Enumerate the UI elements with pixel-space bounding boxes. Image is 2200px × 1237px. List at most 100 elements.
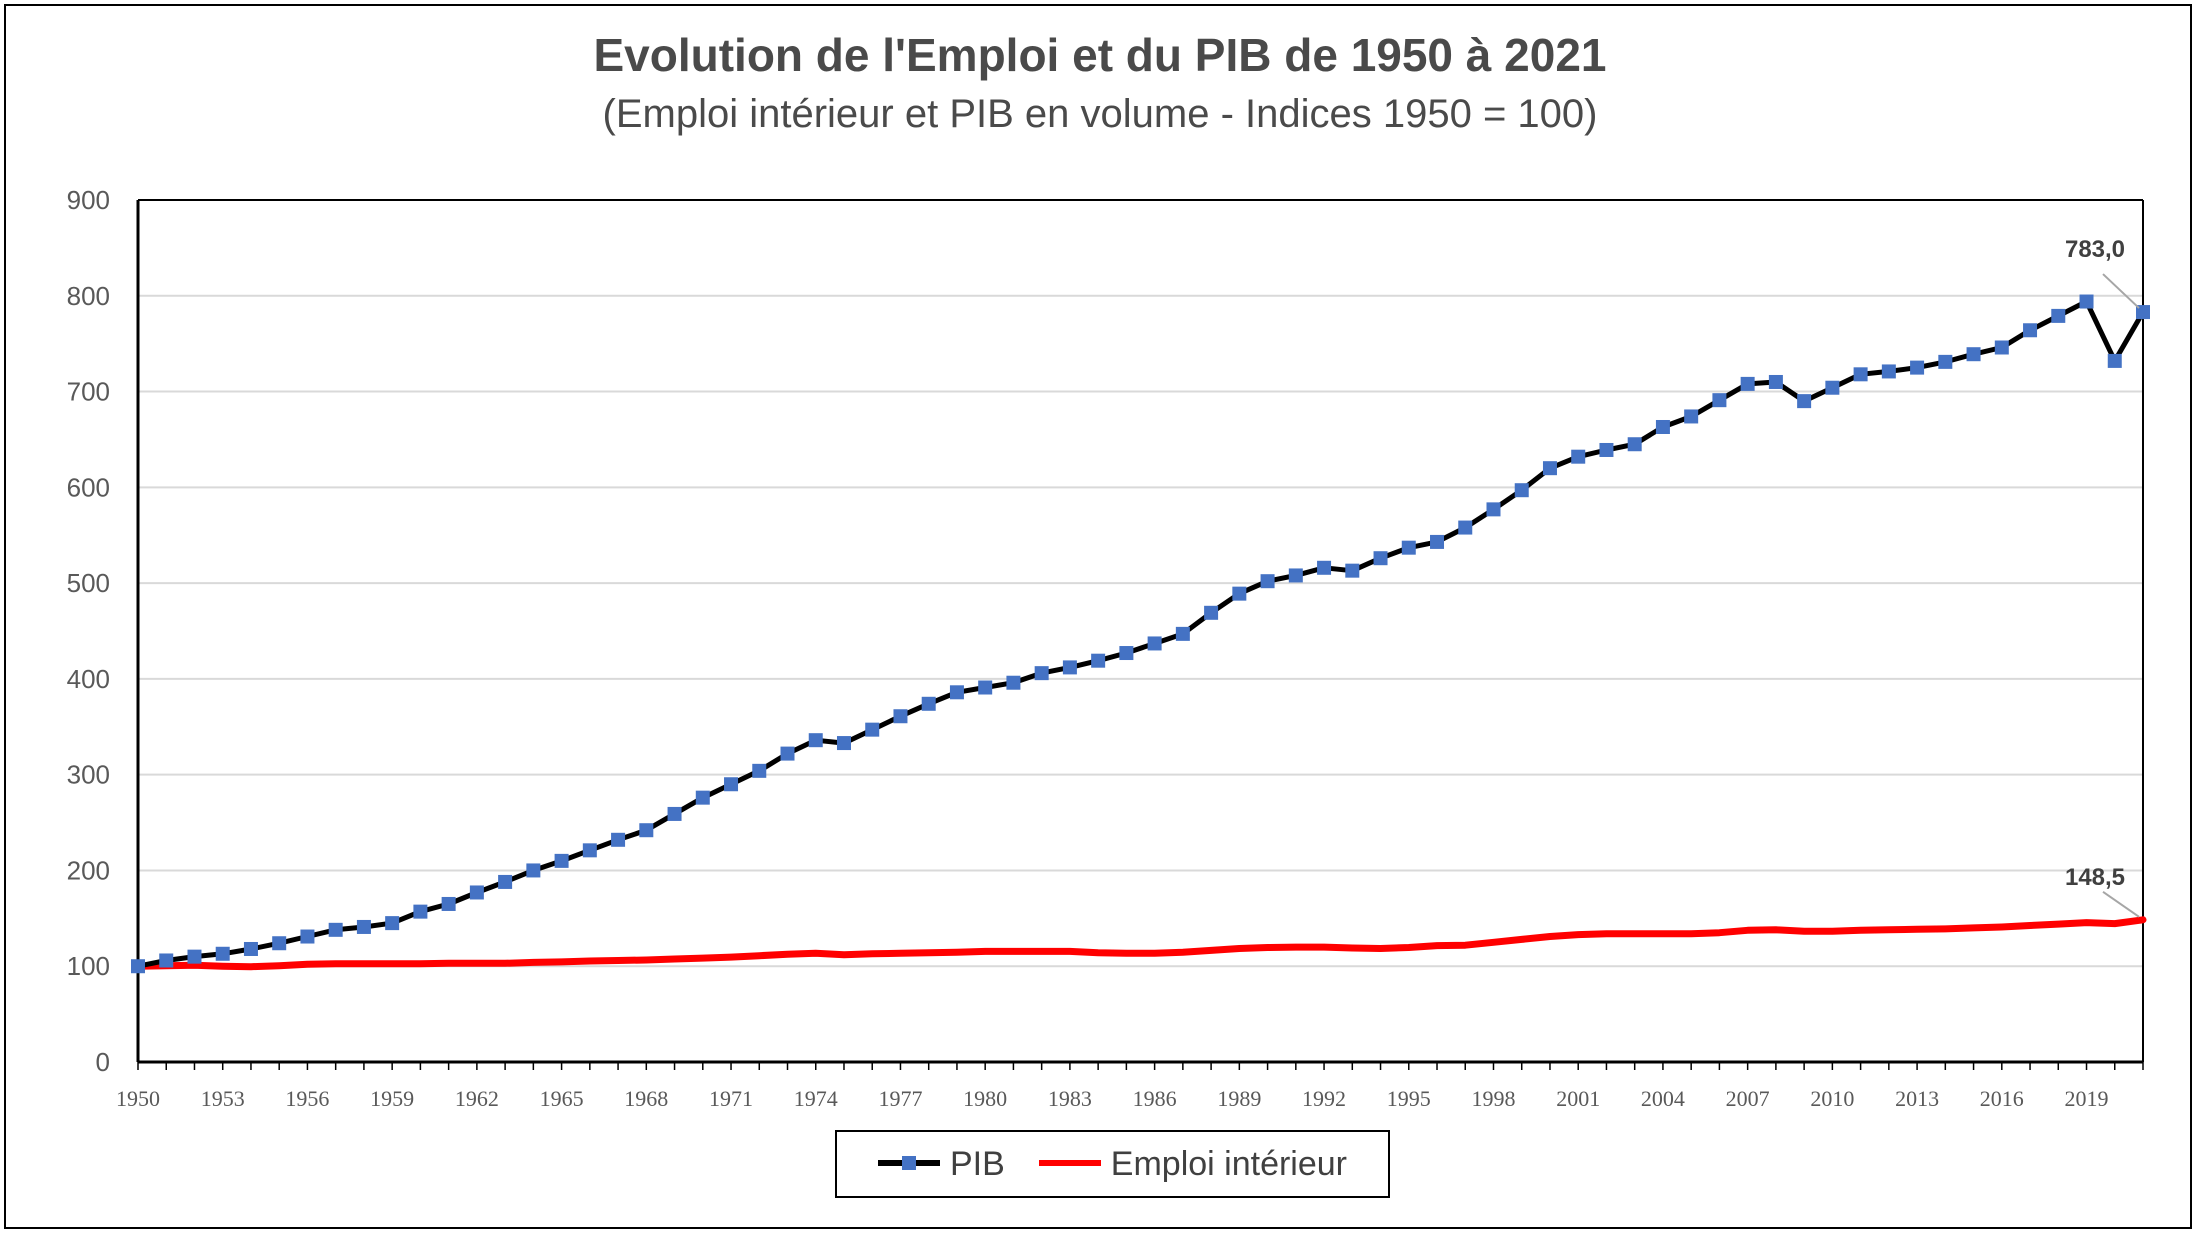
y-tick-label: 800 bbox=[67, 281, 110, 311]
data-point-pib bbox=[1119, 646, 1134, 661]
data-point-pib bbox=[1204, 605, 1219, 620]
data-point-pib bbox=[469, 885, 484, 900]
y-tick-label: 600 bbox=[67, 472, 110, 502]
x-tick-label: 1974 bbox=[794, 1086, 838, 1111]
x-tick-label: 1950 bbox=[116, 1086, 160, 1111]
x-tick-label: 1965 bbox=[540, 1086, 584, 1111]
leader-line-emploi bbox=[2102, 890, 2140, 918]
data-point-pib bbox=[1994, 340, 2009, 355]
legend-label-emploi: Emploi intérieur bbox=[1110, 1144, 1348, 1183]
x-tick-label: 2007 bbox=[1726, 1086, 1770, 1111]
data-label-emploi: 148,5 bbox=[2065, 864, 2125, 891]
data-point-pib bbox=[1401, 540, 1416, 555]
data-point-pib bbox=[385, 916, 400, 931]
y-tick-label: 200 bbox=[67, 855, 110, 885]
data-point-pib bbox=[667, 806, 682, 821]
data-label-pib: 783,0 bbox=[2065, 236, 2125, 263]
data-point-pib bbox=[1910, 360, 1925, 375]
legend: PIB Emploi intérieur bbox=[835, 1130, 1390, 1198]
data-point-pib bbox=[695, 790, 710, 805]
data-point-pib bbox=[865, 722, 880, 737]
data-point-pib bbox=[582, 843, 597, 858]
legend-label-pib: PIB bbox=[949, 1144, 1005, 1183]
data-point-pib bbox=[413, 904, 428, 919]
x-tick-label: 2016 bbox=[1980, 1086, 2024, 1111]
legend-item-emploi: Emploi intérieur bbox=[1038, 1144, 1348, 1184]
data-point-pib bbox=[808, 733, 823, 748]
data-point-pib bbox=[498, 874, 513, 889]
data-point-pib bbox=[1514, 483, 1529, 498]
data-point-pib bbox=[1853, 367, 1868, 382]
data-point-pib bbox=[1458, 520, 1473, 535]
x-tick-label: 1983 bbox=[1048, 1086, 1092, 1111]
x-tick-label: 1986 bbox=[1133, 1086, 1177, 1111]
y-tick-label: 300 bbox=[67, 760, 110, 790]
data-point-pib bbox=[2136, 305, 2150, 320]
data-point-pib bbox=[1175, 626, 1190, 641]
data-point-pib bbox=[131, 959, 145, 974]
data-point-pib bbox=[1147, 636, 1162, 651]
x-tick-label: 1962 bbox=[455, 1086, 499, 1111]
data-point-pib bbox=[2023, 323, 2038, 338]
x-tick-label: 1980 bbox=[963, 1086, 1007, 1111]
x-tick-label: 1992 bbox=[1302, 1086, 1346, 1111]
series-line-pib bbox=[137, 299, 2146, 969]
data-point-pib bbox=[893, 709, 908, 724]
data-point-pib bbox=[1542, 461, 1557, 476]
data-point-pib bbox=[1006, 675, 1021, 690]
x-tick-label: 1968 bbox=[624, 1086, 668, 1111]
data-point-pib bbox=[1373, 551, 1388, 566]
chart-title: Evolution de l'Emploi et du PIB de 1950 … bbox=[593, 29, 1607, 81]
y-tick-label: 900 bbox=[67, 185, 110, 215]
data-point-pib bbox=[611, 832, 626, 847]
data-point-pib bbox=[1825, 380, 1840, 395]
data-point-pib bbox=[1655, 419, 1670, 434]
y-tick-label: 100 bbox=[67, 951, 110, 981]
data-point-pib bbox=[921, 696, 936, 711]
data-point-pib bbox=[978, 680, 993, 695]
y-tick-label: 700 bbox=[67, 377, 110, 407]
x-tick-label: 2013 bbox=[1895, 1086, 1939, 1111]
x-tick-label: 1977 bbox=[878, 1086, 922, 1111]
data-point-pib bbox=[1486, 502, 1501, 517]
chart-subtitle: (Emploi intérieur et PIB en volume - Ind… bbox=[602, 92, 1598, 136]
data-point-pib bbox=[1938, 354, 1953, 369]
data-point-pib bbox=[1797, 394, 1812, 409]
data-point-pib bbox=[2079, 294, 2094, 309]
x-tick-label: 1971 bbox=[709, 1086, 753, 1111]
data-point-pib bbox=[1599, 442, 1614, 457]
x-tick-label: 1953 bbox=[201, 1086, 245, 1111]
data-point-pib bbox=[1034, 666, 1049, 681]
data-point-pib bbox=[1712, 393, 1727, 408]
data-point-pib bbox=[639, 823, 654, 838]
data-point-pib bbox=[1345, 563, 1360, 578]
x-tick-label: 1995 bbox=[1387, 1086, 1431, 1111]
data-point-pib bbox=[1091, 653, 1106, 668]
x-tick-label: 2001 bbox=[1556, 1086, 1600, 1111]
legend-item-pib: PIB bbox=[877, 1144, 1005, 1184]
data-point-pib bbox=[2051, 308, 2066, 323]
legend-swatch-pib bbox=[877, 1144, 940, 1184]
data-point-pib bbox=[554, 853, 569, 868]
data-point-pib bbox=[1260, 574, 1275, 589]
data-point-pib bbox=[1288, 568, 1303, 583]
data-point-pib bbox=[159, 953, 174, 968]
data-point-pib bbox=[187, 949, 202, 964]
x-tick-label: 1989 bbox=[1217, 1086, 1261, 1111]
y-tick-label: 400 bbox=[67, 664, 110, 694]
data-point-pib bbox=[356, 919, 371, 934]
chart-frame bbox=[4, 4, 2192, 1229]
data-point-pib bbox=[949, 685, 964, 700]
data-point-pib bbox=[1627, 437, 1642, 452]
data-point-pib bbox=[1966, 347, 1981, 362]
x-tick-label: 2010 bbox=[1810, 1086, 1854, 1111]
data-point-pib bbox=[526, 863, 541, 878]
data-point-pib bbox=[272, 936, 287, 951]
data-point-pib bbox=[780, 746, 795, 761]
data-point-pib bbox=[1571, 449, 1586, 464]
data-point-pib bbox=[328, 922, 343, 937]
data-point-pib bbox=[441, 896, 456, 911]
data-point-pib bbox=[2107, 353, 2122, 368]
y-tick-label: 0 bbox=[96, 1047, 110, 1077]
